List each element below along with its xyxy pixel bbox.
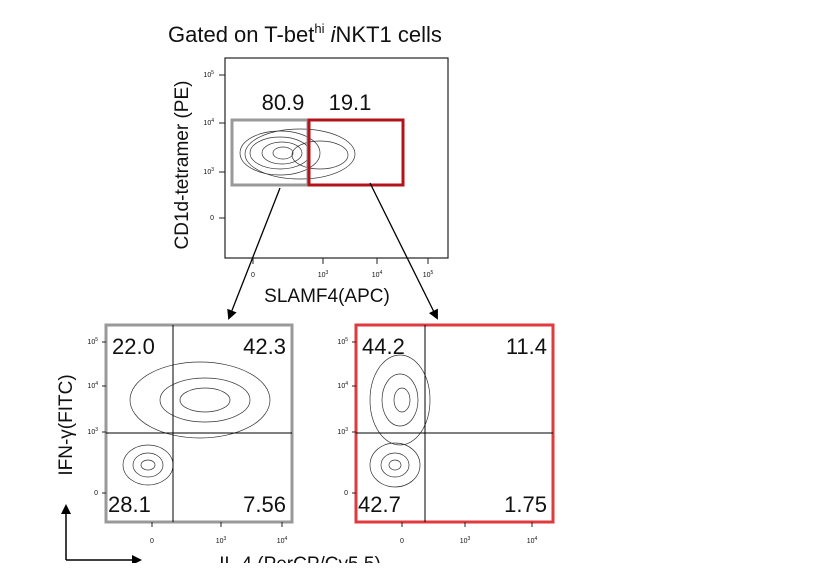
tick-label: 105 (87, 337, 98, 346)
title: Gated on T-bethi iNKT1 cells (168, 21, 442, 47)
tick-label: 104 (87, 381, 98, 390)
tick-base: 10 (203, 169, 211, 176)
tick-label: 104 (277, 536, 288, 545)
tick-exp: 5 (345, 337, 348, 343)
tick-exp: 4 (380, 270, 383, 276)
tick-label: 103 (318, 270, 329, 279)
contours (369, 354, 431, 488)
tick-label: 103 (203, 167, 214, 176)
tick-exp: 4 (285, 536, 288, 542)
tick-exp: 3 (326, 270, 329, 276)
contours (239, 128, 356, 180)
tick-base: 10 (87, 429, 95, 436)
tick-base: 0 (251, 272, 255, 279)
arrow (369, 182, 438, 320)
tick-base: 10 (87, 383, 95, 390)
tick-exp: 3 (345, 427, 348, 433)
tick-label: 104 (337, 381, 348, 390)
quadrant-value: 11.4 (506, 334, 547, 359)
tick-exp: 4 (345, 381, 348, 387)
tick-base: 10 (277, 538, 285, 545)
tick-exp: 5 (95, 337, 98, 343)
bottom-plot: 44.2 11.4 42.7 1.75 (354, 323, 555, 524)
tick-exp: 3 (468, 536, 471, 542)
contours (122, 361, 271, 486)
quadrant-value: 28.1 (108, 492, 151, 517)
y-axis-label: CD1d-tetramer (PE) (172, 81, 193, 250)
tick-base: 10 (337, 339, 345, 346)
title-sup: hi (314, 21, 324, 36)
tick-base: 10 (87, 339, 95, 346)
tick-base: 10 (337, 429, 345, 436)
tick-base: 0 (344, 490, 348, 497)
tick-label: 105 (203, 70, 214, 79)
tick-label: 0 (344, 490, 348, 497)
tick-base: 10 (216, 538, 224, 545)
tick-label: 0 (94, 490, 98, 497)
tick-label: 0 (210, 215, 214, 222)
tick-label: 103 (87, 427, 98, 436)
quadrant-value: 42.7 (358, 492, 401, 517)
tick-exp: 4 (95, 381, 98, 387)
tick-base: 0 (210, 215, 214, 222)
tick-label: 103 (337, 427, 348, 436)
tick-base: 10 (372, 272, 380, 279)
plot-frame-gray (104, 323, 294, 524)
x-axis-label: SLAMF4(APC) (264, 286, 390, 307)
tick-exp: 5 (211, 70, 214, 76)
tick-base: 10 (337, 383, 345, 390)
quadrant-value: 22.0 (112, 334, 155, 359)
tick-base: 0 (94, 490, 98, 497)
tick-base: 10 (423, 272, 431, 279)
tick-base: 10 (318, 272, 326, 279)
quadrant-value: 1.75 (504, 492, 547, 517)
tick-base: 0 (400, 538, 404, 545)
tick-exp: 4 (535, 536, 538, 542)
bottom-plot: 22.0 42.3 28.1 7.56 (104, 323, 294, 524)
quadrant-value: 44.2 (362, 334, 405, 359)
plot-frame (224, 57, 449, 259)
tick-base: 10 (203, 72, 211, 79)
gate-red (307, 118, 405, 187)
tick-label: 104 (203, 118, 214, 127)
y-axis-label: IFN-γ(FITC) (56, 374, 77, 475)
tick-label: 104 (372, 270, 383, 279)
tick-exp: 3 (211, 167, 214, 173)
tick-label: 0 (251, 272, 255, 279)
tick-label: 105 (423, 270, 434, 279)
title-italic: i (331, 22, 337, 47)
title-text: Gated on T-bet (168, 22, 314, 47)
tick-label: 0 (150, 538, 154, 545)
title-text: NKT1 cells (336, 22, 442, 47)
tick-label: 105 (337, 337, 348, 346)
tick-label: 104 (527, 536, 538, 545)
tick-exp: 3 (224, 536, 227, 542)
arrow (227, 187, 281, 320)
tick-base: 10 (203, 120, 211, 127)
x-axis-label: IL-4 (PerCP/Cy5.5) (219, 554, 381, 563)
tick-base: 10 (460, 538, 468, 545)
top-plot: 80.9 19.1 CD1d-tetramer (PE) SLAMF4(APC) (172, 57, 449, 307)
tick-label: 103 (460, 536, 471, 545)
tick-exp: 5 (431, 270, 434, 276)
tick-label: 0 (400, 538, 404, 545)
quadrant-value: 7.56 (243, 492, 286, 517)
tick-exp: 4 (211, 118, 214, 124)
tick-base: 10 (527, 538, 535, 545)
plot-frame-red (354, 323, 555, 524)
tick-base: 0 (150, 538, 154, 545)
quadrant-value: 42.3 (243, 334, 286, 359)
gate-value: 19.1 (329, 90, 372, 115)
tick-exp: 3 (95, 427, 98, 433)
tick-label: 103 (216, 536, 227, 545)
gate-value: 80.9 (262, 90, 305, 115)
